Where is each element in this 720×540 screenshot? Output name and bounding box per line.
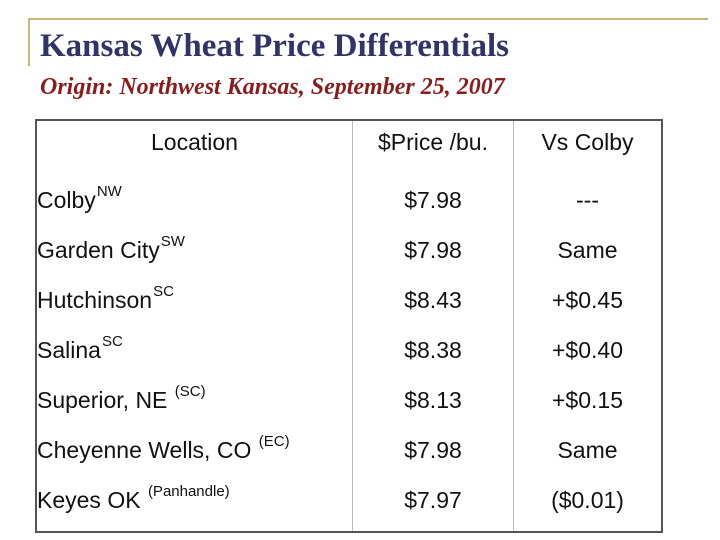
region-code: SC xyxy=(101,333,123,350)
vs-colby-cell: +$0.45 xyxy=(513,281,662,331)
table-row: Superior, NE (SC) $8.13 +$0.15 xyxy=(36,381,662,431)
region-code: SW xyxy=(160,233,185,250)
location-name: Colby xyxy=(37,187,96,213)
region-code: (Panhandle) xyxy=(147,483,230,500)
header-location: Location xyxy=(151,129,238,155)
location-cell: Superior, NE (SC) xyxy=(36,381,353,431)
price-cell: $8.38 xyxy=(352,331,514,381)
vs-colby-cell: Same xyxy=(513,231,662,281)
price-cell: $7.98 xyxy=(352,431,514,481)
table-row: HutchinsonSC $8.43 +$0.45 xyxy=(36,281,662,331)
price-cell: $8.43 xyxy=(352,281,514,331)
location-name: Hutchinson xyxy=(37,287,153,313)
table-header-row: Location $Price /bu. Vs Colby xyxy=(36,120,662,181)
table-row: Garden CitySW $7.98 Same xyxy=(36,231,662,281)
header-price: $Price /bu. xyxy=(352,120,514,181)
frame-left-line xyxy=(28,18,30,66)
vs-colby-cell: --- xyxy=(513,181,662,231)
region-code: (SC) xyxy=(174,383,206,400)
vs-colby-cell: Same xyxy=(513,431,662,481)
location-cell: Garden CitySW xyxy=(36,231,353,281)
price-cell: $7.98 xyxy=(352,231,514,281)
region-code: SC xyxy=(153,283,174,300)
location-name: Garden City xyxy=(37,237,160,263)
vs-colby-cell: ($0.01) xyxy=(513,481,662,532)
vs-colby-cell: +$0.40 xyxy=(513,331,662,381)
price-cell: $7.97 xyxy=(352,481,514,532)
table-row: Keyes OK (Panhandle) $7.97 ($0.01) xyxy=(36,481,662,532)
location-name: Superior, NE xyxy=(37,387,174,413)
location-name: Keyes OK xyxy=(37,487,147,513)
table-row: ColbyNW $7.98 --- xyxy=(36,181,662,231)
slide-subtitle: Origin: Northwest Kansas, September 25, … xyxy=(40,74,505,100)
header-vs-colby: Vs Colby xyxy=(513,120,662,181)
frame-top-line xyxy=(28,18,708,20)
vs-colby-cell: +$0.15 xyxy=(513,381,662,431)
price-cell: $7.98 xyxy=(352,181,514,231)
region-code: NW xyxy=(96,183,122,200)
location-name: Cheyenne Wells, CO xyxy=(37,437,258,463)
region-code: (EC) xyxy=(258,433,290,450)
location-cell: SalinaSC xyxy=(36,331,353,381)
location-cell: ColbyNW xyxy=(36,181,353,231)
table-row: SalinaSC $8.38 +$0.40 xyxy=(36,331,662,381)
price-table: Location $Price /bu. Vs Colby ColbyNW $7… xyxy=(35,119,663,533)
price-cell: $8.13 xyxy=(352,381,514,431)
location-name: Salina xyxy=(37,337,101,363)
location-cell: Cheyenne Wells, CO (EC) xyxy=(36,431,353,481)
location-cell: HutchinsonSC xyxy=(36,281,353,331)
location-cell: Keyes OK (Panhandle) xyxy=(36,481,353,532)
slide-title: Kansas Wheat Price Differentials xyxy=(40,28,509,64)
table-row: Cheyenne Wells, CO (EC) $7.98 Same xyxy=(36,431,662,481)
